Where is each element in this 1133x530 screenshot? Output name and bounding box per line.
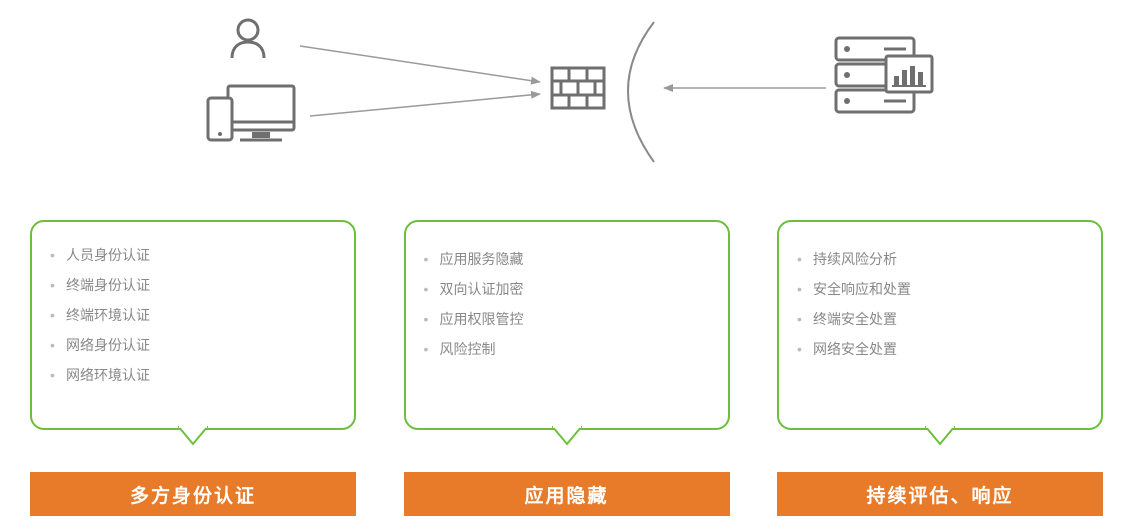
panel-pointer-icon	[925, 426, 955, 448]
list-item: 网络环境认证	[50, 360, 336, 390]
panel-box: 持续风险分析 安全响应和处置 终端安全处置 网络安全处置	[777, 220, 1103, 430]
list-item: 应用服务隐藏	[424, 244, 710, 274]
panel-title: 应用隐藏	[404, 472, 730, 516]
panels-row: 人员身份认证 终端身份认证 终端环境认证 网络身份认证 网络环境认证 多方身份认…	[30, 220, 1103, 430]
architecture-diagram	[0, 0, 1133, 200]
arrow-user-to-firewall	[300, 46, 540, 82]
panel-pointer-icon	[178, 426, 208, 448]
panel-title-text: 应用隐藏	[524, 481, 608, 508]
diagram-svg	[0, 0, 1133, 200]
barrier-arc	[628, 22, 654, 162]
list-item: 人员身份认证	[50, 240, 336, 270]
panel-identity: 人员身份认证 终端身份认证 终端环境认证 网络身份认证 网络环境认证 多方身份认…	[30, 220, 356, 430]
panel-pointer-icon	[552, 426, 582, 448]
server-icon	[836, 38, 932, 112]
list-item: 持续风险分析	[797, 244, 1083, 274]
panel-app-hide: 应用服务隐藏 双向认证加密 应用权限管控 风险控制 应用隐藏	[404, 220, 730, 430]
panel-box: 人员身份认证 终端身份认证 终端环境认证 网络身份认证 网络环境认证	[30, 220, 356, 430]
list-item: 终端身份认证	[50, 270, 336, 300]
devices-icon	[208, 86, 294, 140]
panel-box: 应用服务隐藏 双向认证加密 应用权限管控 风险控制	[404, 220, 730, 430]
panel-title: 持续评估、响应	[777, 472, 1103, 516]
panel-title-text: 多方身份认证	[130, 481, 256, 508]
list-item: 安全响应和处置	[797, 274, 1083, 304]
list-item: 双向认证加密	[424, 274, 710, 304]
user-icon	[232, 20, 264, 58]
panel-response: 持续风险分析 安全响应和处置 终端安全处置 网络安全处置 持续评估、响应	[777, 220, 1103, 430]
arrow-devices-to-firewall	[310, 94, 540, 116]
list-item: 终端环境认证	[50, 300, 336, 330]
panel-title-text: 持续评估、响应	[866, 481, 1013, 508]
list-item: 风险控制	[424, 334, 710, 364]
panel-title: 多方身份认证	[30, 472, 356, 516]
list-item: 终端安全处置	[797, 304, 1083, 334]
firewall-icon	[552, 68, 604, 108]
list-item: 网络安全处置	[797, 334, 1083, 364]
list-item: 应用权限管控	[424, 304, 710, 334]
list-item: 网络身份认证	[50, 330, 336, 360]
